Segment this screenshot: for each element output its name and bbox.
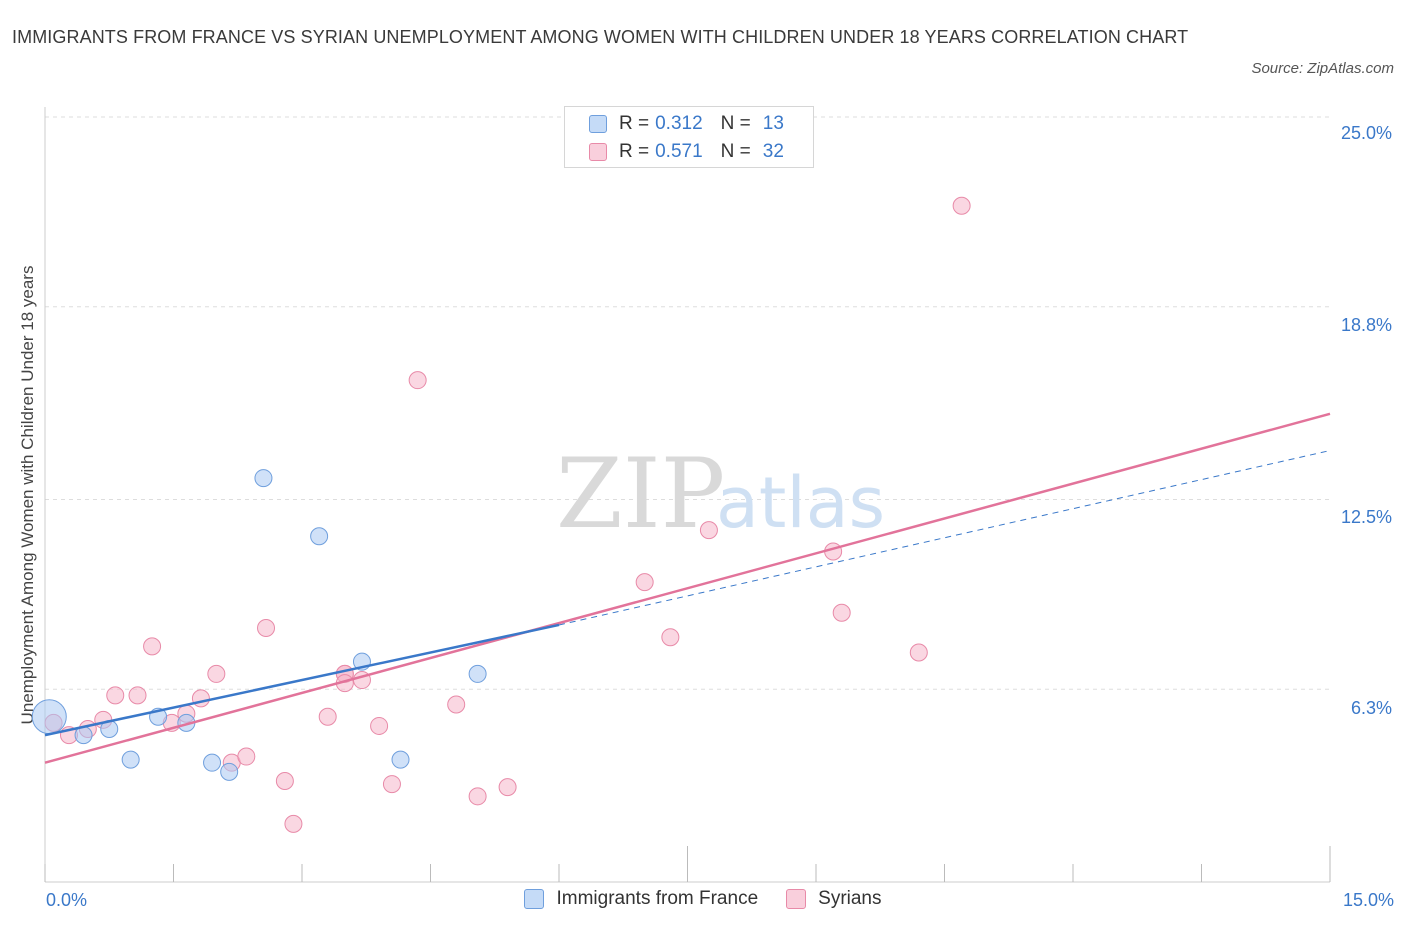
r-value: 0.571 <box>655 141 703 162</box>
syrians-point <box>468 787 487 806</box>
syrians-point <box>257 619 276 638</box>
watermark-atlas: atlas <box>716 462 885 544</box>
syrians-point <box>275 772 294 791</box>
syrians-point <box>128 686 147 705</box>
syrians-point <box>237 747 256 766</box>
france-point <box>203 753 222 772</box>
y-tick-label: 12.5% <box>1340 507 1392 527</box>
x-tick-label-max: 15.0% <box>1342 890 1394 910</box>
syrians-point <box>699 521 718 540</box>
legend-row-france: R = 0.312 N = 13 <box>589 111 784 137</box>
france-swatch-icon <box>524 889 545 909</box>
legend-label-france: Immigrants from France <box>556 888 759 909</box>
legend-item-syrians[interactable]: Syrians <box>786 888 882 910</box>
source-label: Source: ZipAtlas.com <box>1251 60 1394 77</box>
france-point <box>31 699 67 735</box>
syrians-trend-line <box>44 412 1331 764</box>
n-value: 32 <box>762 141 784 162</box>
syrians-point <box>143 637 162 656</box>
syrians-point <box>635 573 654 592</box>
n-value: 13 <box>762 113 784 134</box>
syrians-point <box>909 643 928 662</box>
r-label: R = <box>619 141 650 162</box>
syrians-point <box>106 686 125 705</box>
series-legend: Immigrants from France Syrians <box>0 888 1406 910</box>
watermark-zip: ZIP <box>556 438 725 550</box>
france-point <box>310 527 329 546</box>
syrians-point <box>661 628 680 647</box>
syrians-point <box>447 695 466 714</box>
syrians-point <box>408 371 427 390</box>
legend-item-france[interactable]: Immigrants from France <box>524 888 758 910</box>
legend-label-syrians: Syrians <box>818 888 882 909</box>
y-tick-label: 18.8% <box>1340 315 1392 335</box>
r-label: R = <box>619 113 650 134</box>
france-swatch-icon <box>589 115 607 133</box>
syrians-point <box>370 716 389 735</box>
n-label: N = <box>720 113 751 134</box>
n-label: N = <box>720 141 751 162</box>
syrians-point <box>498 778 517 797</box>
syrians-point <box>952 196 971 215</box>
y-tick-label: 25.0% <box>1340 123 1392 143</box>
france-point <box>468 664 487 683</box>
chart-title: IMMIGRANTS FROM FRANCE VS SYRIAN UNEMPLO… <box>12 27 1189 47</box>
legend-row-syrians: R = 0.571 N = 32 <box>589 139 784 165</box>
syrians-point <box>382 775 401 794</box>
france-point <box>254 469 273 488</box>
france-point <box>391 750 410 769</box>
stats-legend: R = 0.312 N = 13 R = 0.571 N = 32 <box>564 106 814 168</box>
syrians-point <box>191 689 210 708</box>
y-tick-label: 6.3% <box>1350 698 1392 718</box>
syrians-swatch-icon <box>589 143 607 161</box>
france-point <box>121 750 140 769</box>
x-tick-label-min: 0.0% <box>46 890 88 910</box>
syrians-point <box>284 814 303 833</box>
syrians-point <box>207 664 226 683</box>
france-point <box>220 762 239 781</box>
syrians-point <box>832 603 851 622</box>
syrians-swatch-icon <box>786 889 807 909</box>
r-value: 0.312 <box>655 113 703 134</box>
syrians-point <box>318 707 337 726</box>
france-trend-line <box>44 623 560 737</box>
